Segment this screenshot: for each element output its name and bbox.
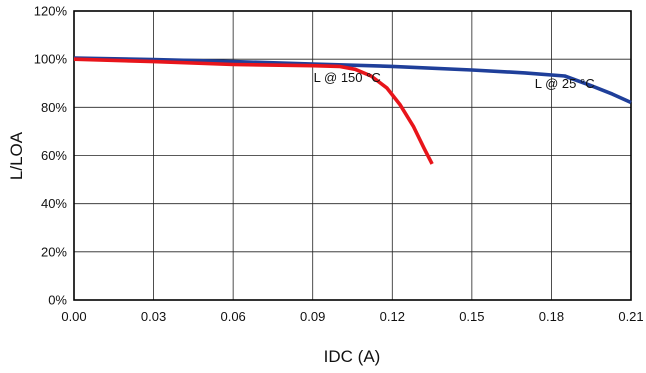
y-axis-title: L/LOA (7, 131, 26, 180)
series-lines (73, 56, 632, 165)
y-tick-label: 20% (41, 244, 67, 259)
annotations: L @ 150 °C L @ 25 °C (314, 70, 595, 91)
plot-frame (73, 10, 632, 301)
x-tick-label: 0.18 (539, 309, 564, 324)
y-tick-label: 60% (41, 148, 67, 163)
series-annotation: L @ 150 °C (314, 70, 381, 85)
series-line-25c (73, 56, 632, 105)
x-tick-label: 0.03 (141, 309, 166, 324)
series-line-150c (73, 57, 434, 165)
x-axis-title: IDC (A) (324, 347, 381, 366)
y-tick-label: 120% (34, 4, 68, 19)
y-tick-labels: 0% 20% 40% 60% 80% 100% 120% (34, 4, 68, 308)
y-tick-label: 100% (34, 52, 68, 67)
x-tick-label: 0.06 (220, 309, 245, 324)
x-tick-label: 0.00 (61, 309, 86, 324)
y-tick-label: 0% (48, 293, 67, 308)
x-tick-label: 0.15 (459, 309, 484, 324)
x-tick-label: 0.12 (380, 309, 405, 324)
x-tick-label: 0.09 (300, 309, 325, 324)
x-tick-label: 0.21 (618, 309, 643, 324)
y-tick-label: 80% (41, 100, 67, 115)
grid-lines (74, 11, 631, 300)
y-tick-label: 40% (41, 196, 67, 211)
x-tick-labels: 0.00 0.03 0.06 0.09 0.12 0.15 0.18 0.21 (61, 309, 643, 324)
series-annotation: L @ 25 °C (535, 76, 595, 91)
